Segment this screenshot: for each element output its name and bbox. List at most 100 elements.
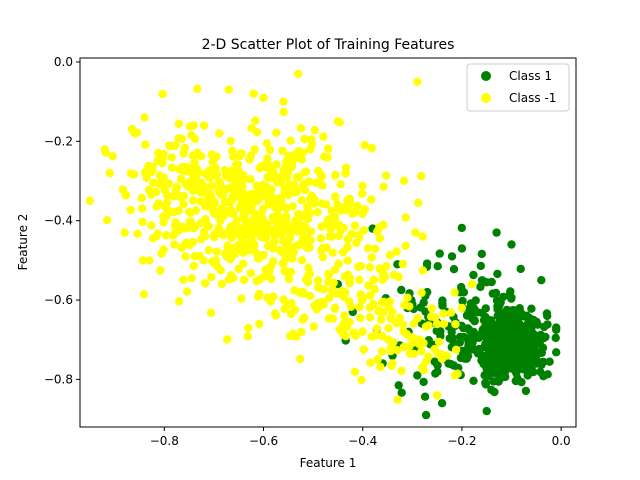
data-point — [217, 204, 226, 214]
data-point — [284, 151, 293, 160]
data-point — [239, 275, 249, 285]
data-point — [401, 213, 410, 222]
data-point — [521, 359, 531, 368]
data-point — [177, 243, 186, 252]
data-point — [219, 229, 228, 238]
data-point — [481, 339, 491, 348]
data-point — [281, 239, 290, 248]
data-point — [530, 342, 539, 351]
data-point — [244, 323, 253, 333]
data-point — [379, 220, 388, 230]
data-point — [324, 215, 333, 224]
data-point — [397, 366, 406, 375]
data-point — [322, 200, 331, 209]
data-point — [484, 372, 493, 381]
data-point — [262, 139, 272, 148]
data-point — [379, 308, 388, 317]
data-point — [539, 333, 549, 343]
data-point — [182, 287, 192, 296]
data-point — [277, 198, 286, 207]
data-point — [293, 210, 303, 219]
data-point — [370, 244, 380, 253]
data-point — [442, 351, 452, 360]
data-point — [393, 346, 402, 355]
data-point — [366, 291, 375, 300]
data-point — [345, 194, 354, 203]
data-point — [356, 313, 365, 323]
data-point — [179, 200, 188, 209]
data-point — [137, 193, 146, 203]
data-point — [399, 327, 408, 336]
data-point — [191, 150, 200, 160]
data-point — [129, 170, 139, 179]
data-point — [272, 160, 281, 169]
data-point — [339, 330, 348, 339]
data-point — [491, 348, 500, 358]
legend: Class 1 Class -1 — [466, 63, 570, 112]
data-point — [292, 173, 301, 182]
data-point — [204, 195, 214, 204]
data-point — [527, 304, 536, 313]
data-point — [138, 204, 147, 213]
data-point — [380, 272, 390, 282]
data-point — [357, 375, 366, 385]
data-point — [392, 247, 401, 256]
data-point — [120, 228, 129, 237]
data-point — [297, 196, 306, 205]
series-class-1 — [333, 223, 561, 420]
data-point — [255, 289, 264, 299]
data-point — [328, 314, 337, 323]
data-point — [273, 210, 282, 219]
data-point — [147, 221, 156, 230]
x-tick-label: −0.4 — [348, 434, 377, 448]
data-point — [298, 235, 308, 244]
data-point — [158, 89, 167, 99]
data-point — [329, 278, 338, 287]
data-point — [218, 191, 227, 200]
data-point — [343, 235, 353, 244]
x-tick-label: −0.6 — [249, 434, 278, 448]
data-point — [360, 141, 369, 150]
data-point — [199, 256, 208, 265]
data-point — [197, 218, 206, 228]
data-point — [200, 169, 210, 178]
data-point — [251, 116, 260, 125]
data-point — [275, 221, 285, 231]
data-point — [476, 282, 485, 292]
data-point — [397, 388, 406, 397]
data-point — [359, 226, 368, 235]
data-point — [258, 251, 268, 260]
data-point — [508, 322, 518, 331]
data-point — [286, 267, 296, 277]
data-point — [229, 191, 239, 200]
data-point — [223, 335, 232, 344]
data-point — [511, 364, 520, 374]
data-point — [543, 320, 552, 329]
data-point — [152, 202, 161, 211]
data-point — [170, 240, 179, 249]
data-point — [477, 249, 486, 259]
data-point — [482, 406, 491, 416]
data-point — [460, 354, 469, 363]
data-point — [469, 376, 478, 385]
data-point — [118, 185, 128, 194]
data-point — [437, 399, 447, 408]
data-point — [424, 352, 433, 361]
data-point — [305, 243, 314, 252]
data-point — [528, 367, 538, 377]
data-point — [430, 344, 439, 354]
data-point — [459, 323, 468, 333]
data-point — [397, 285, 406, 295]
data-point — [279, 97, 288, 106]
data-point — [278, 146, 287, 155]
data-point — [246, 151, 255, 160]
data-point — [431, 369, 440, 378]
data-point — [304, 177, 314, 186]
data-point — [310, 195, 319, 204]
data-point — [358, 209, 367, 218]
data-point — [490, 387, 499, 397]
data-point — [247, 205, 256, 214]
data-point — [306, 145, 315, 154]
data-point — [174, 119, 183, 128]
data-point — [207, 272, 216, 282]
